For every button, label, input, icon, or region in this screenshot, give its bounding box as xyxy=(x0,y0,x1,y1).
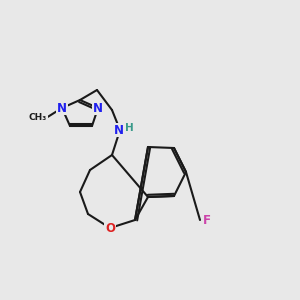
Text: N: N xyxy=(57,101,67,115)
Text: H: H xyxy=(124,123,134,133)
Text: N: N xyxy=(93,101,103,115)
Text: N: N xyxy=(114,124,124,136)
Text: F: F xyxy=(203,214,211,226)
Text: O: O xyxy=(105,221,115,235)
Text: CH₃: CH₃ xyxy=(29,113,47,122)
